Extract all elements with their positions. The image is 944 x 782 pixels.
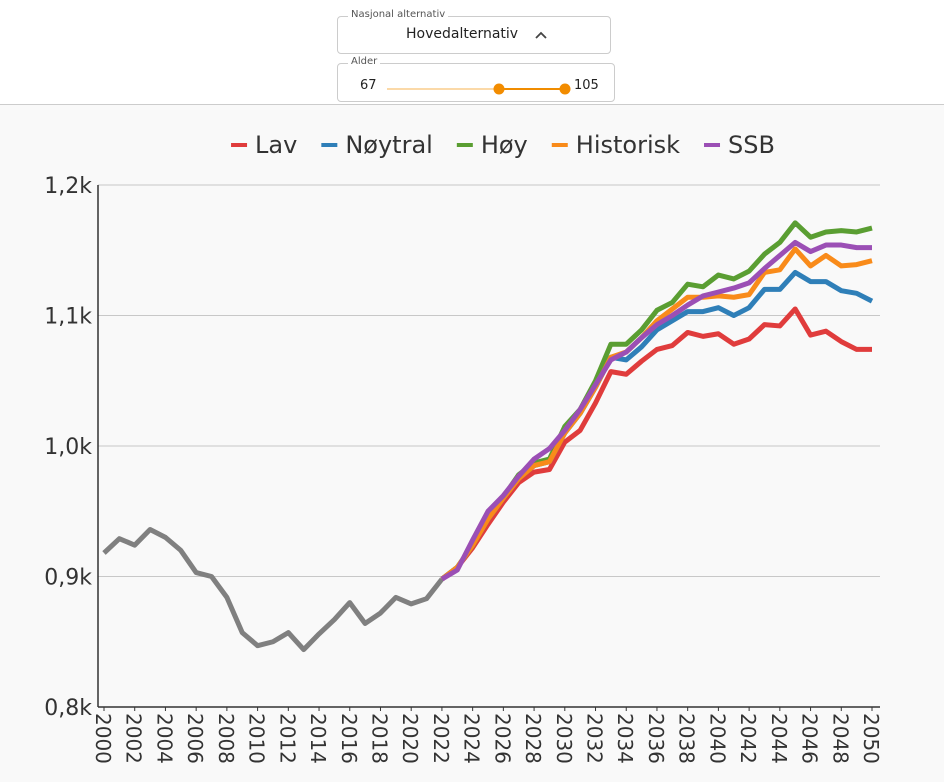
x-tick-label: 2018	[367, 713, 391, 764]
series-line	[440, 220, 873, 582]
x-tick-label: 2026	[490, 713, 514, 764]
x-tick-label: 2046	[798, 713, 822, 764]
x-tick-label: 2028	[521, 713, 545, 764]
x-tick-label: 2048	[828, 713, 852, 764]
age-max: 105	[574, 78, 599, 93]
x-tick-label: 2024	[460, 713, 484, 764]
slider-legend: Alder	[348, 56, 381, 67]
x-tick-label: 2040	[705, 713, 729, 764]
y-tick-label: 1,1k	[44, 305, 92, 330]
x-tick-label: 2000	[91, 713, 115, 764]
x-tick-label: 2034	[613, 713, 637, 764]
x-tick-label: 2004	[152, 713, 176, 764]
legend-label: Nøytral	[345, 131, 433, 159]
slider-track	[387, 83, 571, 95]
x-tick-label: 2008	[214, 713, 238, 764]
select-value: Hovedalternativ	[406, 26, 519, 42]
series-line	[440, 306, 872, 582]
x-tick-label: 2022	[429, 713, 453, 764]
slider-handle[interactable]	[493, 83, 505, 95]
select-legend: Nasjonal alternativ	[348, 9, 449, 20]
x-tick-label: 2012	[275, 713, 299, 764]
slider-handle[interactable]	[559, 83, 571, 95]
x-tick-label: 2038	[675, 713, 699, 764]
x-tick-label: 2002	[122, 713, 146, 764]
y-tick-label: 0,8k	[44, 696, 92, 721]
x-tick-label: 2042	[736, 713, 760, 764]
y-tick-label: 0,9k	[44, 566, 92, 591]
x-tick-label: 2016	[337, 713, 361, 764]
x-tick-label: 2006	[183, 713, 207, 764]
series-line	[102, 527, 444, 653]
x-tick-label: 2044	[767, 713, 791, 764]
age-slider: Alder 67 105	[337, 56, 615, 102]
legend-label: Historisk	[576, 131, 680, 159]
x-tick-label: 2030	[552, 713, 576, 764]
series-line	[440, 239, 872, 582]
x-tick-label: 2020	[398, 713, 422, 764]
y-tick-label: 1,2k	[44, 174, 92, 199]
series-line	[440, 246, 873, 582]
x-tick-label: 2014	[306, 713, 330, 764]
x-tick-label: 2036	[644, 713, 668, 764]
x-tick-label: 2032	[583, 713, 607, 764]
x-tick-label: 2050	[859, 713, 883, 764]
chevron-up	[535, 31, 547, 39]
age-min: 67	[360, 78, 377, 93]
legend-label: Lav	[255, 131, 297, 159]
legend-label: Høy	[481, 131, 528, 159]
x-tick-label: 2010	[245, 713, 269, 764]
chart: 0,8k 0,9k 1,0k 1,1k 1,2k 2000 2002 2004 2006 2008…	[0, 104, 944, 782]
legend-label: SSB	[728, 131, 775, 159]
y-tick-label: 1,0k	[44, 435, 92, 460]
alternative-select[interactable]: Nasjonal alternativ Hovedalternativ	[337, 9, 611, 54]
